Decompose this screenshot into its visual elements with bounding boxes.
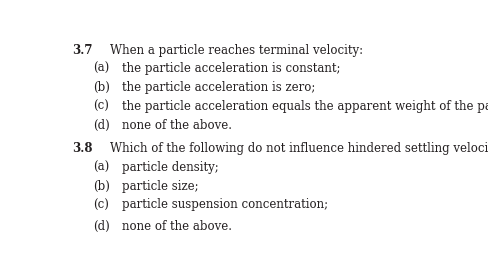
Text: the particle acceleration is zero;: the particle acceleration is zero;: [122, 81, 314, 94]
Text: none of the above.: none of the above.: [122, 220, 231, 233]
Text: (b): (b): [93, 81, 110, 94]
Text: Which of the following do not influence hindered settling velocity?: Which of the following do not influence …: [110, 142, 488, 155]
Text: the particle acceleration equals the apparent weight of the particle;: the particle acceleration equals the app…: [122, 100, 488, 113]
Text: the particle acceleration is constant;: the particle acceleration is constant;: [122, 62, 340, 75]
Text: particle size;: particle size;: [122, 180, 198, 193]
Text: (b): (b): [93, 180, 110, 193]
Text: none of the above.: none of the above.: [122, 119, 231, 132]
Text: (d): (d): [93, 119, 110, 132]
Text: (c): (c): [93, 198, 109, 211]
Text: (a): (a): [93, 62, 109, 75]
Text: When a particle reaches terminal velocity:: When a particle reaches terminal velocit…: [110, 44, 363, 57]
Text: 3.8: 3.8: [72, 142, 93, 155]
Text: 3.7: 3.7: [72, 44, 93, 57]
Text: particle suspension concentration;: particle suspension concentration;: [122, 198, 327, 211]
Text: particle density;: particle density;: [122, 161, 218, 174]
Text: (c): (c): [93, 100, 109, 113]
Text: (d): (d): [93, 220, 110, 233]
Text: (a): (a): [93, 161, 109, 174]
